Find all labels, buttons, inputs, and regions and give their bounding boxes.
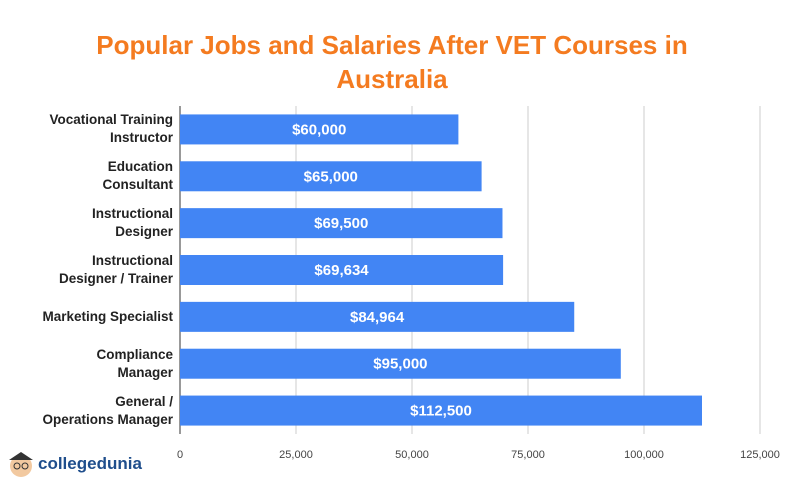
value-label: $65,000: [304, 168, 358, 185]
bar: [180, 208, 503, 239]
x-tick-label: 100,000: [624, 449, 664, 461]
x-tick-label: 125,000: [740, 449, 780, 461]
y-tick-label: Instructional Designer: [91, 206, 173, 240]
x-tick-label: 25,000: [279, 449, 313, 461]
y-tick-label: Education Consultant: [102, 159, 174, 193]
logo: collegedunia: [38, 454, 142, 473]
value-label: $69,634: [314, 262, 369, 279]
x-tick-label: 75,000: [511, 449, 545, 461]
y-tick-label: Compliance Manager: [96, 346, 173, 380]
value-label: $84,964: [350, 309, 405, 326]
bar: [180, 348, 621, 379]
y-tick-label: General / Operations Manager: [42, 393, 173, 427]
y-tick-label: Marketing Specialist: [42, 308, 173, 324]
chart-title: Popular Jobs and Salaries After VET Cour…: [96, 30, 688, 94]
value-label: $69,500: [314, 215, 368, 232]
y-tick-label: Vocational Training Instructor: [49, 112, 173, 146]
bar: [180, 114, 459, 145]
bar: [180, 161, 482, 192]
value-label: $95,000: [373, 356, 427, 373]
y-tick-label: Instructional Designer / Trainer: [58, 253, 173, 286]
bar: [180, 395, 702, 426]
value-label: $112,500: [410, 403, 472, 420]
x-tick-label: 50,000: [395, 449, 429, 461]
bar: [180, 255, 504, 285]
logo-icon: [9, 452, 33, 477]
value-label: $60,000: [292, 121, 346, 138]
bar: [180, 301, 575, 332]
x-tick-label: 0: [177, 449, 183, 461]
